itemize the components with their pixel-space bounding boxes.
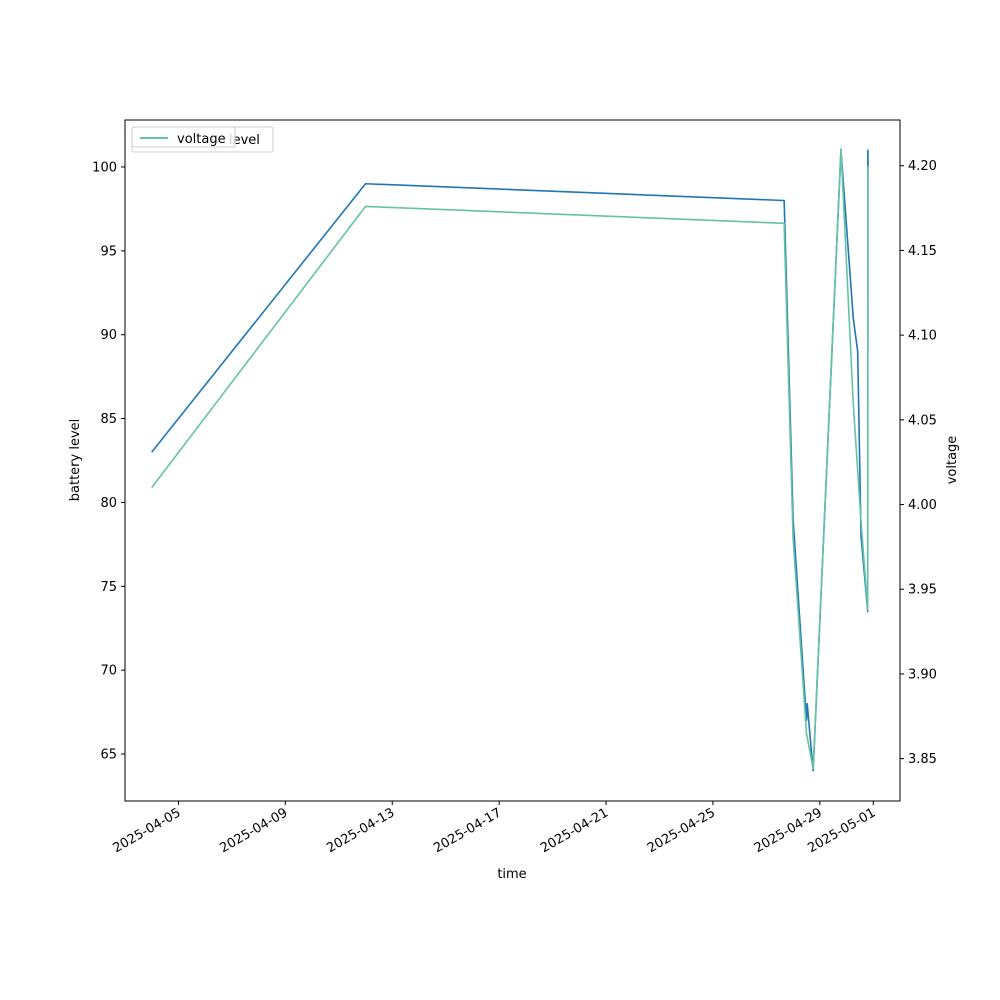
legend-level-label: level xyxy=(229,133,260,148)
left-y-tick-label: 80 xyxy=(100,496,117,511)
left-y-tick-label: 90 xyxy=(100,328,117,343)
right-y-tick-label: 3.95 xyxy=(908,583,937,598)
plot-frame xyxy=(124,119,901,802)
left-y-tick-label: 65 xyxy=(100,748,117,763)
left-y-tick-label: 70 xyxy=(100,664,117,679)
left-y-tick-label: 100 xyxy=(92,160,117,175)
left-y-tick-label: 85 xyxy=(100,412,117,427)
right-y-tick-label: 4.10 xyxy=(908,329,937,344)
left-y-tick-label: 75 xyxy=(100,580,117,595)
right-y-axis-label: voltage xyxy=(945,436,960,485)
left-y-axis-label: battery level xyxy=(68,419,83,502)
legend-voltage-frame xyxy=(131,126,236,148)
right-y-tick-label: 4.15 xyxy=(908,244,937,259)
left-y-axis-ticks: 65 70 75 80 85 90 95 100 xyxy=(92,160,125,763)
right-y-tick-label: 3.90 xyxy=(908,667,937,682)
left-y-tick-label: 95 xyxy=(100,244,117,259)
right-y-tick-label: 4.00 xyxy=(908,498,937,513)
series-layer xyxy=(151,148,869,772)
right-y-axis-ticks: 3.85 3.90 3.95 4.00 4.05 4.10 4.15 4.20 xyxy=(900,159,937,767)
legend-voltage-label: voltage xyxy=(177,132,226,147)
right-y-tick-label: 4.20 xyxy=(908,159,937,174)
right-y-tick-label: 3.85 xyxy=(908,752,937,767)
series-line-voltage xyxy=(151,148,869,770)
x-axis-label: time xyxy=(497,867,526,882)
right-y-tick-label: 4.05 xyxy=(908,413,937,428)
legend-voltage: voltage xyxy=(131,126,236,148)
